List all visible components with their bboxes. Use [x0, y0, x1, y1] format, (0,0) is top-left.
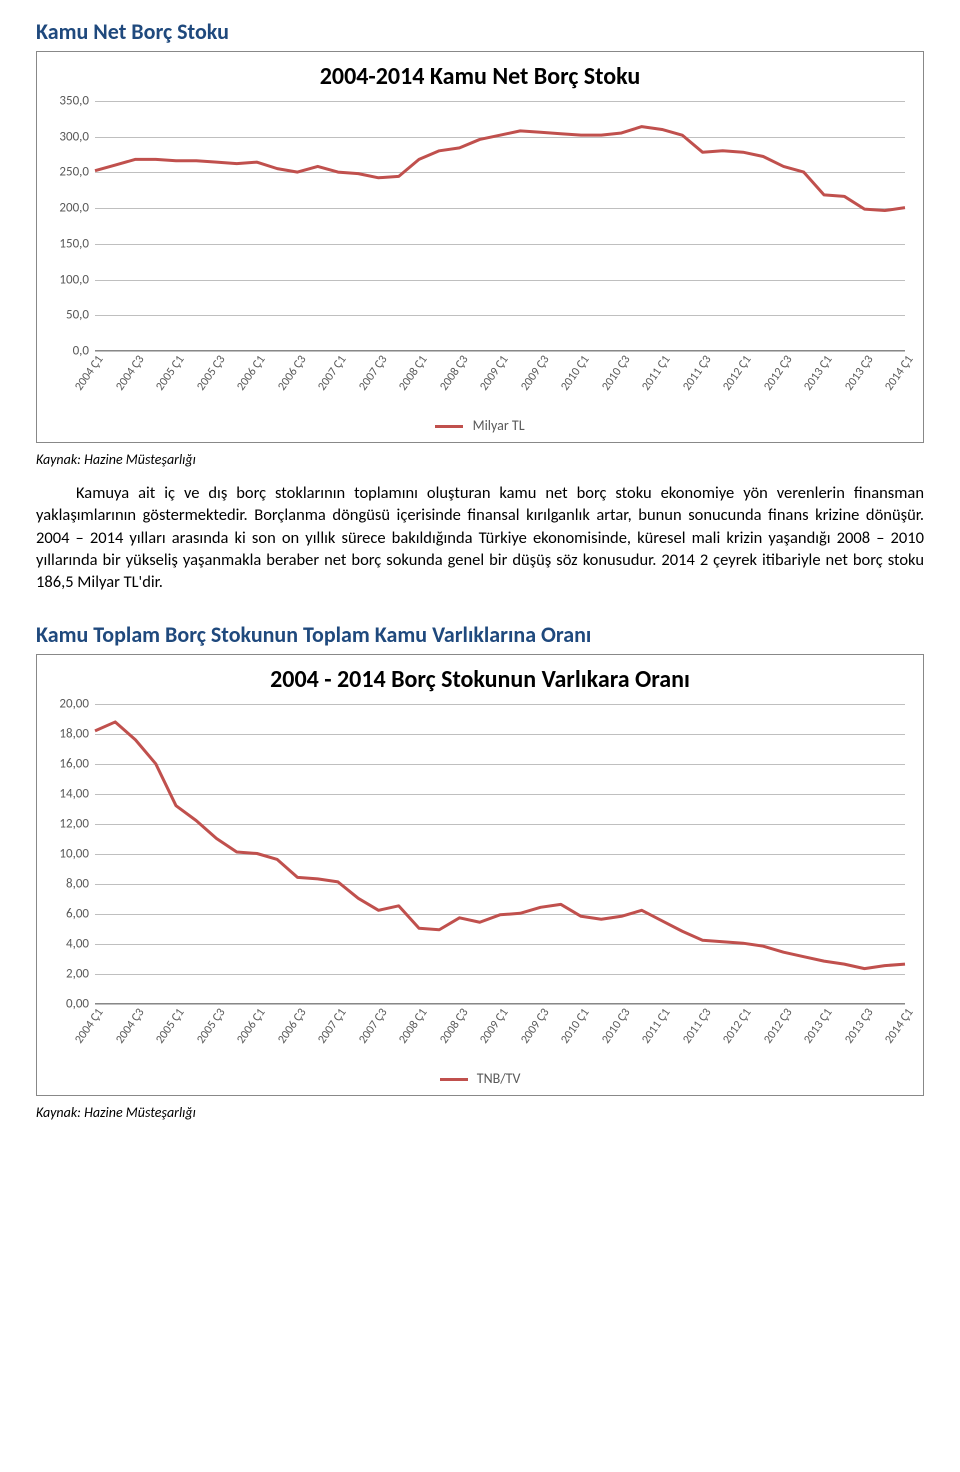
x-tick-label: 2010 Ç1 — [558, 1006, 592, 1046]
chart-1-area: 0,050,0100,0150,0200,0250,0300,0350,0 20… — [95, 101, 905, 411]
section-heading-2: Kamu Toplam Borç Stokunun Toplam Kamu Va… — [36, 621, 924, 648]
x-tick-label: 2006 Ç3 — [275, 1006, 309, 1046]
x-tick-label: 2014 Ç1 — [882, 1006, 916, 1046]
x-tick-label: 2011 Ç1 — [639, 1006, 673, 1046]
y-tick-label: 2,00 — [66, 967, 95, 982]
x-tick-label: 2012 Ç3 — [761, 353, 795, 393]
y-tick-label: 16,00 — [59, 757, 95, 772]
x-tick-label: 2004 Ç1 — [72, 1006, 106, 1046]
x-tick-label: 2004 Ç1 — [72, 353, 106, 393]
chart-2-box: 2004 - 2014 Borç Stokunun Varlıkara Oran… — [36, 654, 924, 1096]
x-tick-label: 2007 Ç3 — [356, 1006, 390, 1046]
chart-1-plot: 0,050,0100,0150,0200,0250,0300,0350,0 — [95, 101, 905, 351]
chart-1-legend: Milyar TL — [49, 417, 911, 434]
x-tick-label: 2008 Ç3 — [437, 1006, 471, 1046]
x-tick-label: 2013 Ç1 — [801, 1006, 835, 1046]
chart-2-xaxis: 2004 Ç12004 Ç32005 Ç12005 Ç32006 Ç12006 … — [95, 1006, 905, 1064]
x-tick-label: 2012 Ç3 — [761, 1006, 795, 1046]
chart-1-legend-swatch — [435, 425, 463, 428]
x-tick-label: 2004 Ç3 — [113, 353, 147, 393]
y-tick-label: 20,00 — [59, 697, 95, 712]
chart-1-title: 2004-2014 Kamu Net Borç Stoku — [49, 62, 911, 91]
x-tick-label: 2011 Ç3 — [680, 1006, 714, 1046]
chart-line-svg — [95, 704, 905, 1003]
chart-2-legend-swatch — [440, 1078, 468, 1081]
chart-1-xaxis: 2004 Ç12004 Ç32005 Ç12005 Ç32006 Ç12006 … — [95, 353, 905, 411]
y-tick-label: 300,0 — [59, 129, 95, 144]
x-tick-label: 2005 Ç1 — [153, 1006, 187, 1046]
chart-1-box: 2004-2014 Kamu Net Borç Stoku 0,050,0100… — [36, 51, 924, 443]
x-tick-label: 2005 Ç3 — [194, 1006, 228, 1046]
x-tick-label: 2006 Ç1 — [234, 353, 268, 393]
chart-2-source: Kaynak: Hazine Müsteşarlığı — [36, 1104, 924, 1121]
chart-line — [95, 722, 905, 969]
x-tick-label: 2012 Ç1 — [720, 353, 754, 393]
x-tick-label: 2009 Ç3 — [518, 1006, 552, 1046]
chart-2-legend-label: TNB/TV — [477, 1070, 521, 1087]
x-tick-label: 2004 Ç3 — [113, 1006, 147, 1046]
y-tick-label: 12,00 — [59, 817, 95, 832]
x-tick-label: 2009 Ç3 — [518, 353, 552, 393]
y-tick-label: 14,00 — [59, 787, 95, 802]
chart-2-area: 0,002,004,006,008,0010,0012,0014,0016,00… — [95, 704, 905, 1064]
x-tick-label: 2007 Ç1 — [315, 1006, 349, 1046]
y-tick-label: 200,0 — [59, 201, 95, 216]
x-tick-label: 2005 Ç1 — [153, 353, 187, 393]
chart-line — [95, 127, 905, 211]
x-tick-label: 2008 Ç3 — [437, 353, 471, 393]
y-tick-label: 100,0 — [59, 272, 95, 287]
y-tick-label: 8,00 — [66, 877, 95, 892]
section-1-paragraph: Kamuya ait iç ve dış borç stoklarının to… — [36, 482, 924, 593]
y-tick-label: 50,0 — [66, 308, 95, 323]
x-tick-label: 2007 Ç1 — [315, 353, 349, 393]
y-tick-label: 150,0 — [59, 236, 95, 251]
x-tick-label: 2009 Ç1 — [477, 353, 511, 393]
x-tick-label: 2013 Ç1 — [801, 353, 835, 393]
y-tick-label: 4,00 — [66, 937, 95, 952]
x-tick-label: 2009 Ç1 — [477, 1006, 511, 1046]
x-tick-label: 2008 Ç1 — [396, 353, 430, 393]
x-tick-label: 2011 Ç1 — [639, 353, 673, 393]
x-tick-label: 2006 Ç3 — [275, 353, 309, 393]
chart-1-source: Kaynak: Hazine Müsteşarlığı — [36, 451, 924, 468]
x-tick-label: 2014 Ç1 — [882, 353, 916, 393]
y-tick-label: 250,0 — [59, 165, 95, 180]
x-tick-label: 2013 Ç3 — [842, 353, 876, 393]
x-tick-label: 2010 Ç3 — [599, 1006, 633, 1046]
section-heading-1: Kamu Net Borç Stoku — [36, 18, 924, 45]
y-tick-label: 10,00 — [59, 847, 95, 862]
x-tick-label: 2012 Ç1 — [720, 1006, 754, 1046]
x-tick-label: 2006 Ç1 — [234, 1006, 268, 1046]
y-tick-label: 18,00 — [59, 727, 95, 742]
chart-line-svg — [95, 101, 905, 350]
x-tick-label: 2013 Ç3 — [842, 1006, 876, 1046]
chart-2-title: 2004 - 2014 Borç Stokunun Varlıkara Oran… — [49, 665, 911, 694]
y-tick-label: 0,00 — [66, 997, 95, 1012]
x-tick-label: 2007 Ç3 — [356, 353, 390, 393]
y-tick-label: 6,00 — [66, 907, 95, 922]
x-tick-label: 2008 Ç1 — [396, 1006, 430, 1046]
x-tick-label: 2010 Ç3 — [599, 353, 633, 393]
chart-2-plot: 0,002,004,006,008,0010,0012,0014,0016,00… — [95, 704, 905, 1004]
x-tick-label: 2005 Ç3 — [194, 353, 228, 393]
chart-1-legend-label: Milyar TL — [473, 417, 525, 434]
chart-2-legend: TNB/TV — [49, 1070, 911, 1087]
x-tick-label: 2010 Ç1 — [558, 353, 592, 393]
y-tick-label: 350,0 — [59, 94, 95, 109]
x-tick-label: 2011 Ç3 — [680, 353, 714, 393]
